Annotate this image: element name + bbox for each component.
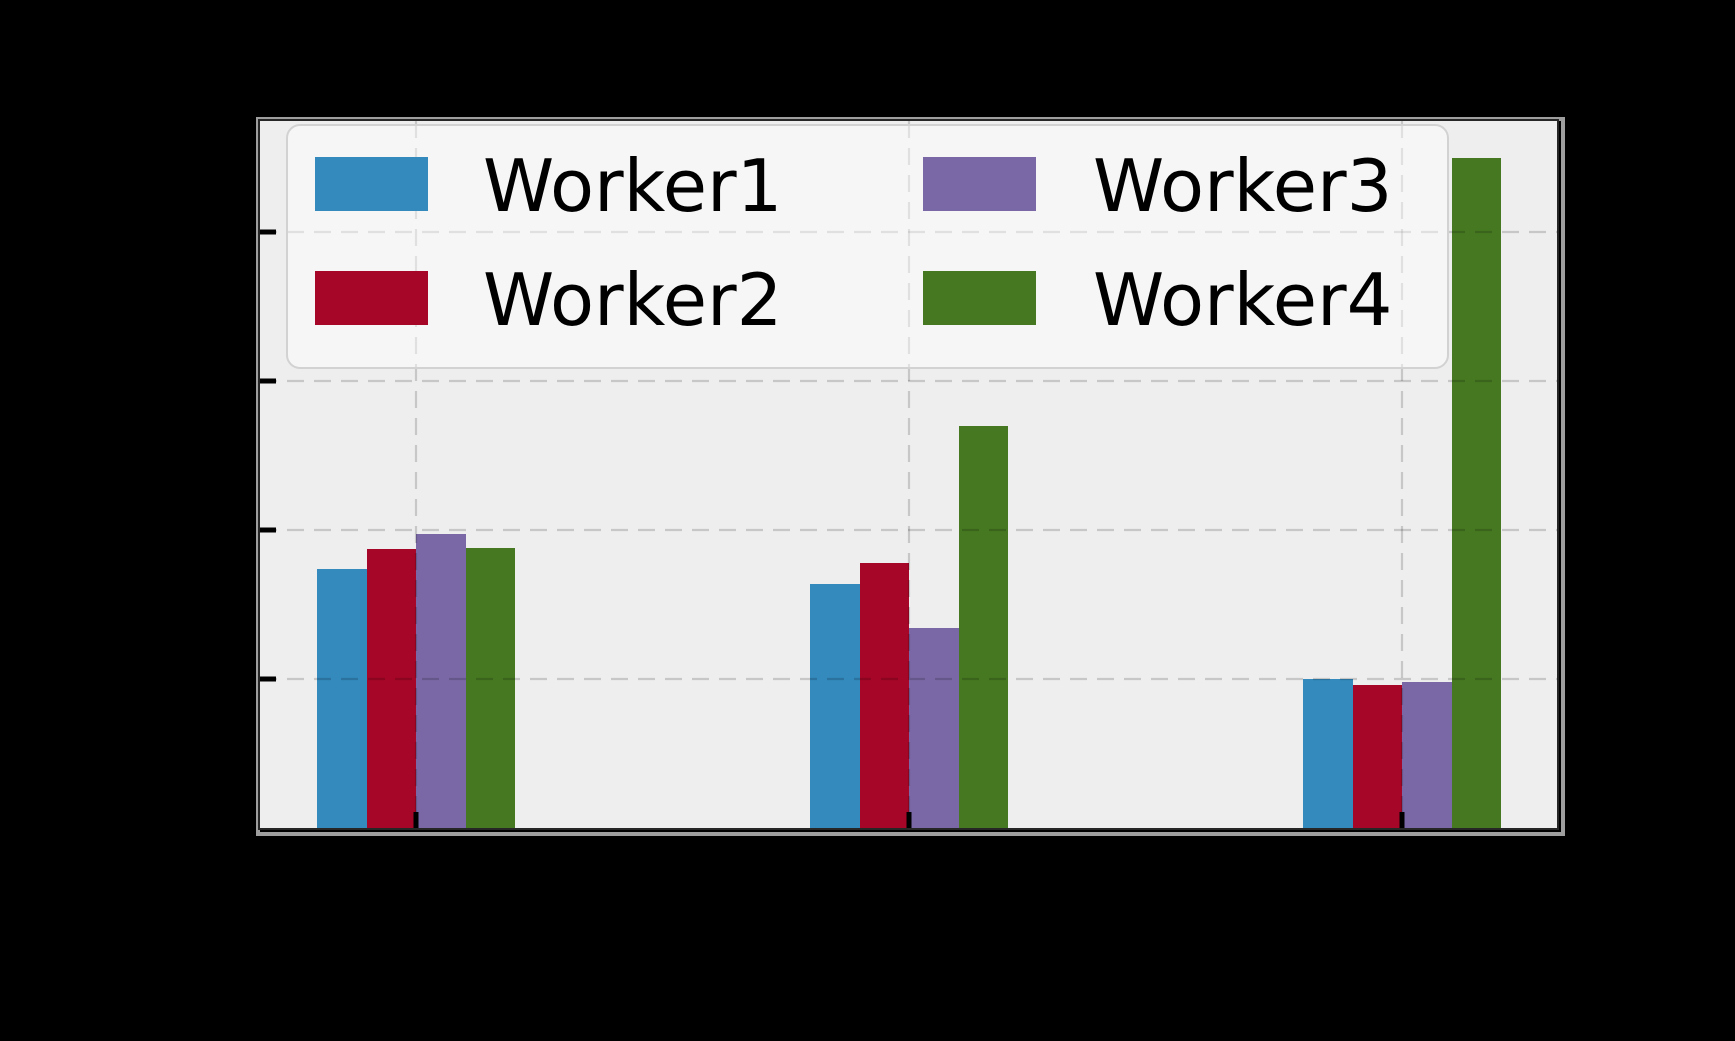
y-tick-1 [260, 676, 276, 682]
bar-worker4-group1 [465, 547, 515, 828]
plot-area: Worker1 Worker2 Worker3 Worker4 [258, 119, 1559, 830]
bar-worker2-group1 [366, 549, 416, 828]
y-tick-3 [260, 378, 276, 384]
bar-worker4-group2 [958, 425, 1008, 828]
legend-label-worker2: Worker2 [483, 258, 783, 342]
legend-label-worker3: Worker3 [1093, 144, 1393, 228]
bar-worker1-group3 [1303, 679, 1353, 828]
bar-worker2-group2 [859, 562, 909, 828]
bar-worker1-group1 [317, 568, 367, 828]
axes-frame: Worker1 Worker2 Worker3 Worker4 [256, 117, 1565, 836]
y-tick-2 [260, 527, 276, 533]
legend-label-worker4: Worker4 [1093, 258, 1393, 342]
bar-worker3-group2 [909, 628, 959, 828]
legend-swatch-worker2 [315, 271, 428, 325]
bar-worker3-group1 [416, 534, 466, 828]
bar-worker3-group3 [1402, 681, 1452, 828]
legend-box [286, 124, 1449, 369]
legend-label-worker1: Worker1 [483, 144, 783, 228]
legend-swatch-worker4 [923, 271, 1036, 325]
y-tick-4 [260, 229, 276, 235]
bar-worker4-group3 [1451, 157, 1501, 828]
legend-swatch-worker1 [315, 157, 428, 211]
bar-worker1-group2 [810, 583, 860, 828]
legend-swatch-worker3 [923, 157, 1036, 211]
legend: Worker1 Worker2 Worker3 Worker4 [286, 124, 1449, 369]
bar-worker2-group3 [1352, 684, 1402, 828]
